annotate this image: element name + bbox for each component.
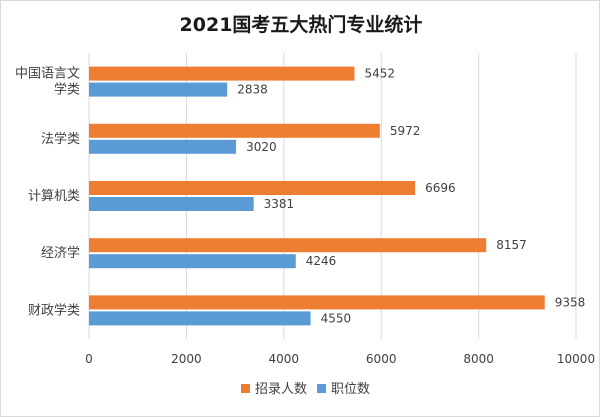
x-tick-label-6000: 6000 xyxy=(366,352,397,366)
x-tick-label-2000: 2000 xyxy=(171,352,202,366)
legend-label-positions: 职位数 xyxy=(331,382,370,397)
bar-recruits-2 xyxy=(89,181,416,195)
category-label-1: 法学类 xyxy=(41,131,80,147)
data-label-recruits-1: 5972 xyxy=(390,124,421,138)
chart-title: 2021国考五大热门专业统计 xyxy=(180,13,423,36)
data-label-positions-1: 3020 xyxy=(246,140,277,154)
bar-positions-4 xyxy=(89,311,311,326)
category-label-0-line0: 中国语言文 xyxy=(15,67,80,82)
category-label-4: 财政学类 xyxy=(28,302,80,318)
bar-recruits-1 xyxy=(89,123,380,138)
x-tick-label-10000: 10000 xyxy=(557,352,595,366)
bar-recruits-4 xyxy=(89,295,545,310)
x-tick-label-0: 0 xyxy=(85,352,93,366)
data-label-recruits-3: 8157 xyxy=(496,238,527,252)
data-label-positions-0: 2838 xyxy=(237,83,268,97)
bars: 5452 2838 5972 3020 6696 3381 8157 4246 9358 4550 xyxy=(89,66,586,326)
data-label-positions-3: 4246 xyxy=(306,254,337,268)
category-label-0-line1: 学类 xyxy=(54,82,80,98)
bar-positions-0 xyxy=(89,82,228,97)
legend-swatch-recruits xyxy=(241,384,250,393)
bar-recruits-3 xyxy=(89,238,487,253)
bar-positions-2 xyxy=(89,197,254,211)
category-label-3: 经济学 xyxy=(41,245,80,261)
data-label-positions-2: 3381 xyxy=(264,197,295,211)
data-label-positions-4: 4550 xyxy=(321,311,352,325)
data-label-recruits-0: 5452 xyxy=(365,67,396,81)
x-tick-label-4000: 4000 xyxy=(269,352,300,366)
legend-label-recruits: 招录人数 xyxy=(255,382,307,397)
legend-swatch-positions xyxy=(317,384,326,393)
x-tick-label-8000: 8000 xyxy=(463,352,494,366)
bar-positions-3 xyxy=(89,254,296,269)
data-label-recruits-2: 6696 xyxy=(425,181,456,195)
bar-recruits-0 xyxy=(89,66,355,81)
data-label-recruits-4: 9358 xyxy=(555,295,586,309)
legend: 招录人数 职位数 xyxy=(241,382,370,397)
x-axis-ticks: 0 2000 4000 6000 8000 10000 xyxy=(85,352,595,366)
category-label-2: 计算机类 xyxy=(28,189,80,204)
bar-positions-1 xyxy=(89,139,237,154)
grid-lines xyxy=(88,53,577,339)
